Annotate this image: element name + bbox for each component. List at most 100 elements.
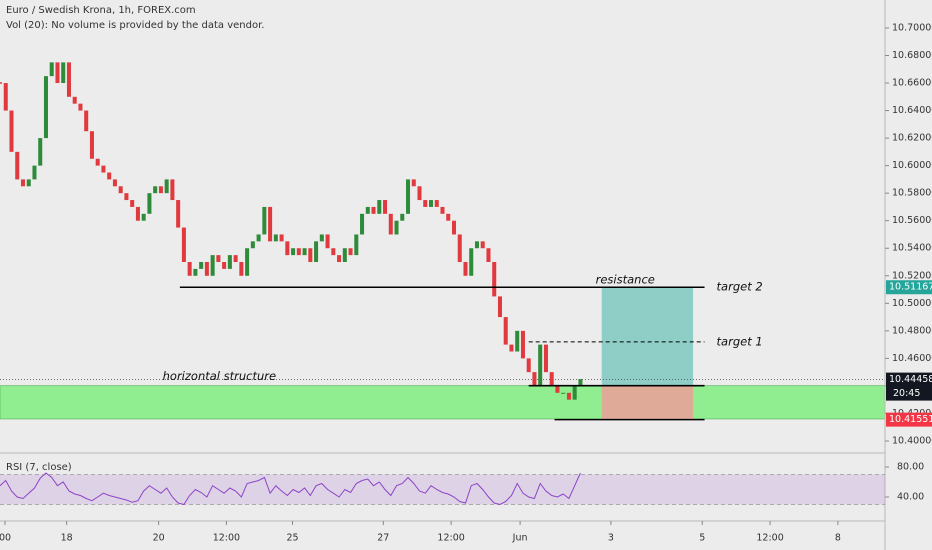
candle	[262, 206, 267, 235]
candle	[457, 234, 462, 263]
zone-label: horizontal structure	[163, 369, 276, 383]
candle	[440, 206, 445, 214]
y-tick-label: 10.64000	[892, 105, 932, 116]
y-tick-label: 10.68000	[892, 50, 932, 61]
candle	[141, 213, 146, 221]
candle	[383, 200, 388, 214]
candle	[222, 262, 227, 269]
candle	[153, 186, 158, 194]
candle	[66, 62, 71, 97]
y-tick-label: 40.00	[897, 491, 924, 502]
candle	[124, 193, 129, 201]
candle	[268, 206, 273, 242]
candle	[428, 200, 434, 207]
y-tick-label: 10.70000	[892, 22, 932, 33]
x-tick-label: 12:00	[756, 533, 783, 544]
x-tick-label: 8	[835, 533, 841, 544]
candle	[578, 379, 583, 386]
candle	[3, 83, 8, 111]
candle	[434, 200, 439, 207]
candle	[38, 138, 43, 166]
candle	[371, 206, 376, 214]
candle	[107, 172, 112, 180]
candle	[245, 248, 250, 276]
candle	[210, 255, 215, 276]
candle	[538, 344, 543, 386]
candle	[308, 248, 313, 263]
candle	[204, 262, 209, 276]
candle	[561, 392, 566, 394]
y-tick-label: 10.52000	[892, 270, 932, 281]
candle	[296, 248, 301, 256]
candle	[572, 385, 577, 400]
y-tick-label: 10.58000	[892, 188, 932, 199]
x-tick-label: Jun	[512, 533, 528, 544]
candle	[147, 193, 152, 214]
x-tick-label: 12:00	[213, 533, 240, 544]
price-axis-label-bg	[886, 412, 932, 427]
candle	[520, 330, 525, 359]
candle	[406, 179, 411, 214]
candle	[199, 262, 204, 269]
candle	[423, 200, 428, 207]
candle	[377, 200, 382, 214]
candle	[549, 372, 554, 386]
candle	[555, 385, 560, 393]
candle	[250, 241, 255, 249]
level-label: target 2	[717, 280, 763, 294]
price-axis-label: 10.51167	[889, 282, 932, 293]
y-tick-label: 10.40000	[892, 435, 932, 446]
candle	[291, 248, 296, 256]
candle	[20, 179, 25, 187]
candle	[239, 262, 244, 276]
candle	[469, 248, 474, 276]
candle	[480, 241, 485, 249]
candle	[193, 268, 198, 276]
candle	[360, 213, 365, 235]
candle	[314, 241, 319, 263]
candle	[400, 213, 405, 221]
candle	[463, 262, 468, 276]
x-tick-label: 18	[61, 533, 73, 544]
candle	[15, 151, 20, 180]
rsi-band	[0, 474, 885, 505]
structure-zone	[0, 385, 886, 420]
rsi-line	[0, 472, 581, 506]
candle	[543, 344, 548, 373]
candle	[365, 206, 370, 214]
loss-box	[601, 385, 694, 420]
y-tick-label: 10.50000	[892, 298, 932, 309]
candle	[130, 200, 135, 207]
candle	[492, 262, 497, 297]
candle	[348, 248, 353, 256]
candle	[497, 296, 502, 318]
candle	[417, 186, 422, 201]
x-tick-label: 3	[608, 533, 614, 544]
candle	[388, 213, 393, 235]
candle	[319, 234, 324, 242]
candle	[474, 241, 479, 249]
candle	[337, 255, 342, 263]
candle	[61, 62, 66, 84]
candle	[216, 255, 221, 263]
candle	[325, 234, 330, 249]
countdown: 20:45	[893, 388, 920, 399]
candle	[526, 358, 531, 373]
candle	[566, 392, 571, 400]
candle	[503, 317, 508, 345]
x-tick-label: 12:00	[437, 533, 464, 544]
candle	[78, 103, 83, 111]
candle	[101, 165, 106, 173]
x-tick-label: 25	[286, 533, 298, 544]
profit-box	[601, 287, 694, 386]
candle	[509, 344, 514, 352]
candle	[118, 186, 123, 194]
y-tick-label: 10.60000	[892, 160, 932, 171]
candle	[112, 179, 117, 187]
candle	[43, 76, 48, 139]
y-tick-label: 80.00	[897, 461, 924, 472]
level-label: target 1	[717, 334, 763, 348]
candle	[411, 179, 416, 187]
candle	[95, 158, 100, 166]
candle	[354, 234, 359, 256]
